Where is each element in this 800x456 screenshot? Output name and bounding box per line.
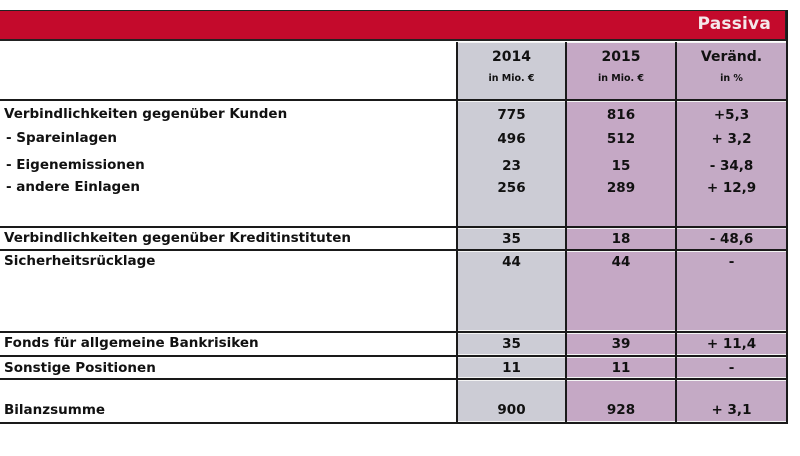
cell-sonstige-change: - [676, 357, 787, 378]
value: 39 [611, 336, 631, 352]
cell-kredit-2014: 35 [457, 228, 566, 250]
cell-bilanz-2014: 900 [457, 380, 566, 422]
column-divider [565, 42, 567, 424]
cell-sicherheit-2015: 44 [566, 251, 676, 331]
value: 23 [502, 158, 521, 174]
value: 18 [611, 231, 631, 247]
column-divider [675, 42, 677, 424]
value: 928 [606, 402, 636, 418]
value: - [728, 254, 735, 270]
cell-bilanz-2015: 928 [566, 380, 676, 422]
value: 35 [502, 336, 521, 352]
value: 11 [502, 360, 521, 376]
row-divider [0, 422, 787, 424]
row-label-sonstige: Sonstige Positionen [4, 360, 156, 376]
value: +5,3 [713, 107, 750, 123]
column-divider [786, 10, 788, 424]
row-divider [0, 331, 787, 333]
cell-group-kunden-2014: 775 496 23 256 [457, 101, 566, 227]
cell-bilanz-change: + 3,1 [676, 380, 787, 422]
cell-group-kunden-2015: 816 512 15 289 [566, 101, 676, 227]
header-change: Veränd. in % [676, 42, 787, 100]
value: 15 [611, 158, 631, 174]
cell-kredit-2015: 18 [566, 228, 676, 250]
value: 496 [497, 131, 526, 147]
cell-sicherheit-change: - [676, 251, 787, 331]
cell-fonds-2015: 39 [566, 333, 676, 355]
header-unit: in % [720, 73, 743, 84]
header-unit: in Mio. € [597, 73, 645, 84]
cell-fonds-2014: 35 [457, 333, 566, 355]
value: + 3,1 [711, 402, 752, 418]
value: 512 [606, 131, 636, 147]
table-banner: Passiva [0, 10, 787, 41]
header-2014: 2014 in Mio. € [457, 42, 566, 100]
header-year: Veränd. [700, 49, 763, 65]
row-divider [0, 99, 787, 101]
row-label-eigenemissionen: - Eigenemissionen [6, 157, 145, 173]
value: 816 [606, 107, 636, 123]
value: 11 [611, 360, 631, 376]
value: - 34,8 [709, 158, 754, 174]
cell-group-kunden-change: +5,3 + 3,2 - 34,8 + 12,9 [676, 101, 787, 227]
row-divider [0, 226, 787, 228]
column-divider [456, 42, 458, 424]
value: + 3,2 [711, 131, 752, 147]
row-label-spareinlagen: - Spareinlagen [6, 130, 118, 146]
cell-sonstige-2014: 11 [457, 357, 566, 378]
value: - 48,6 [709, 231, 754, 247]
row-label-kunden: Verbindlichkeiten gegenüber Kunden [4, 106, 288, 122]
row-label-kreditinstitute: Verbindlichkeiten gegenüber Kreditinstit… [4, 230, 351, 246]
header-unit: in Mio. € [488, 73, 535, 84]
cell-sicherheit-2014: 44 [457, 251, 566, 331]
value: 289 [606, 180, 636, 196]
value: 256 [497, 180, 526, 196]
cell-sonstige-2015: 11 [566, 357, 676, 378]
header-year: 2014 [492, 49, 531, 65]
row-label-bilanzsumme: Bilanzsumme [4, 402, 106, 418]
value: - [728, 360, 735, 376]
value: 35 [502, 231, 521, 247]
row-divider [0, 378, 787, 380]
row-label-andere-einlagen: - andere Einlagen [6, 179, 140, 195]
row-label-sicherheitsruecklage: Sicherheitsrücklage [4, 253, 156, 269]
value: + 11,4 [706, 336, 757, 352]
value: 44 [611, 254, 631, 270]
value: + 12,9 [706, 180, 757, 196]
row-divider [0, 355, 787, 357]
header-2015: 2015 in Mio. € [566, 42, 676, 100]
header-year: 2015 [601, 49, 641, 65]
cell-fonds-change: + 11,4 [676, 333, 787, 355]
cell-kredit-change: - 48,6 [676, 228, 787, 250]
banner-title: Passiva [697, 14, 771, 34]
value: 775 [497, 107, 526, 123]
row-label-fonds: Fonds für allgemeine Bankrisiken [4, 335, 259, 351]
value: 44 [502, 254, 521, 270]
value: 900 [497, 402, 526, 418]
row-divider [0, 249, 787, 251]
